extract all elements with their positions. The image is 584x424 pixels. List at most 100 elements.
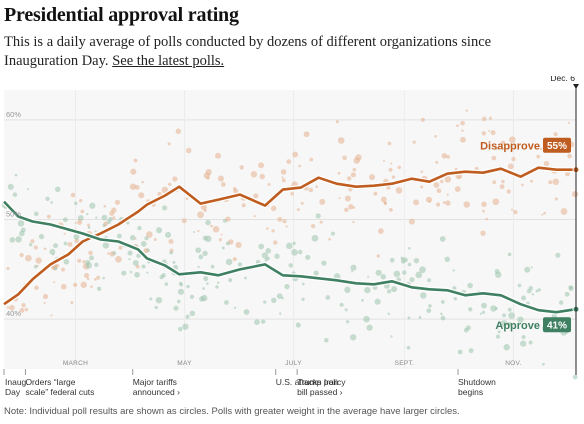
poll-dot — [413, 199, 420, 206]
poll-dot — [228, 239, 234, 245]
poll-dot — [407, 262, 412, 267]
poll-dot — [419, 266, 426, 274]
poll-dot — [107, 252, 110, 255]
poll-dot — [17, 219, 25, 227]
poll-dot — [344, 207, 349, 213]
poll-dot — [35, 257, 42, 264]
poll-dot — [460, 136, 466, 143]
poll-dot — [266, 227, 269, 230]
poll-dot — [339, 302, 344, 307]
poll-dot — [376, 254, 381, 258]
poll-dot — [12, 192, 18, 197]
poll-dot — [391, 175, 396, 179]
poll-dot — [286, 242, 293, 250]
poll-dot — [494, 307, 498, 311]
latest-polls-link[interactable]: See the latest polls. — [112, 53, 225, 69]
poll-dot — [319, 220, 323, 224]
poll-dot — [103, 221, 108, 227]
poll-dot — [254, 319, 260, 326]
poll-dot — [488, 116, 492, 120]
poll-dot — [9, 237, 16, 243]
poll-dot — [507, 307, 512, 312]
poll-dot — [189, 310, 196, 317]
poll-dot — [60, 283, 67, 290]
poll-dot — [137, 225, 142, 231]
event-label: begins — [458, 387, 483, 397]
poll-dot — [114, 199, 120, 205]
poll-dot — [313, 270, 319, 276]
poll-dot — [325, 295, 331, 300]
poll-dot — [53, 266, 58, 271]
poll-dot — [374, 298, 381, 305]
poll-dot — [168, 182, 172, 186]
poll-dot — [52, 253, 55, 256]
poll-dot — [482, 116, 487, 122]
poll-dot — [465, 109, 468, 112]
poll-dot — [53, 243, 59, 249]
poll-dot — [74, 238, 80, 244]
poll-dot — [199, 296, 205, 302]
poll-dot — [530, 179, 534, 183]
poll-dot — [338, 197, 341, 200]
poll-dot — [96, 286, 102, 291]
poll-dot — [186, 284, 190, 289]
poll-dot — [156, 227, 163, 234]
event-label: bill passed › — [297, 387, 343, 397]
poll-dot — [26, 188, 29, 191]
poll-dot — [507, 252, 512, 257]
poll-dot — [197, 229, 200, 233]
poll-dot — [173, 305, 179, 311]
poll-dot — [234, 306, 237, 309]
poll-dot — [301, 282, 305, 286]
poll-dot — [63, 258, 70, 265]
poll-dot — [178, 326, 183, 332]
poll-dot — [62, 217, 68, 223]
poll-dot — [337, 137, 345, 144]
poll-dot — [140, 240, 147, 247]
poll-dot — [352, 206, 356, 210]
poll-dot — [86, 212, 89, 216]
poll-dot — [77, 215, 84, 221]
poll-dot — [271, 297, 277, 304]
poll-dot — [126, 221, 130, 225]
poll-dot — [197, 265, 200, 268]
poll-dot — [420, 185, 424, 189]
poll-dot — [446, 193, 449, 196]
poll-dot — [288, 263, 294, 268]
poll-dot — [508, 136, 516, 143]
poll-dot — [129, 183, 137, 190]
poll-dot — [277, 216, 283, 222]
poll-dot — [292, 151, 299, 158]
poll-dot — [94, 278, 97, 281]
poll-dot — [149, 297, 153, 301]
poll-dot — [337, 171, 341, 175]
poll-dot — [467, 282, 473, 289]
poll-dot — [520, 340, 527, 347]
poll-dot — [237, 262, 243, 267]
poll-dot — [6, 266, 10, 271]
poll-dot — [7, 183, 14, 190]
poll-dot — [182, 323, 189, 330]
poll-dot — [468, 348, 474, 354]
poll-dot — [541, 213, 544, 216]
poll-dot — [175, 128, 182, 134]
poll-dot — [390, 162, 393, 165]
poll-dot — [165, 231, 172, 238]
poll-dot — [490, 305, 497, 312]
x-tick-label: SEPT. — [395, 360, 415, 367]
poll-dot — [176, 299, 181, 304]
x-tick-label: JULY — [285, 360, 302, 367]
poll-dot — [297, 249, 303, 255]
poll-dot — [300, 201, 304, 205]
poll-dot — [67, 241, 73, 247]
poll-dot — [204, 235, 212, 243]
poll-dot — [468, 307, 473, 312]
poll-dot — [418, 315, 422, 319]
poll-dot — [380, 196, 387, 203]
poll-dot — [344, 286, 351, 294]
poll-dot — [243, 309, 250, 315]
poll-dot — [63, 232, 66, 235]
poll-dot — [42, 293, 49, 300]
poll-dot — [220, 233, 223, 236]
poll-dot — [395, 187, 403, 194]
